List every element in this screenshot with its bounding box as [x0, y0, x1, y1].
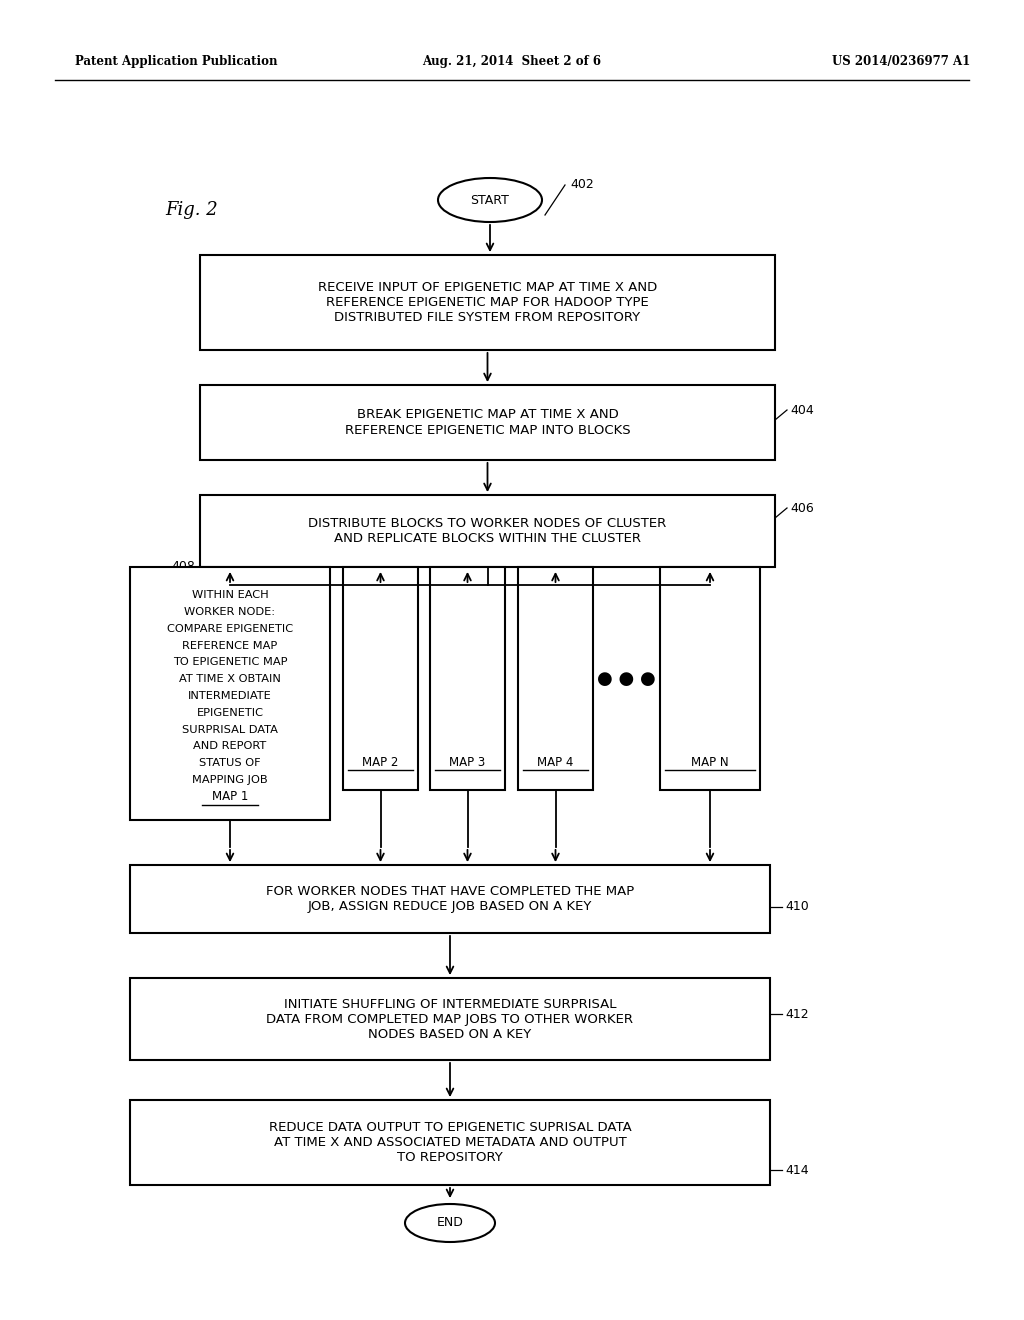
Bar [200, 495, 775, 568]
Bar [200, 255, 775, 350]
Text: FOR WORKER NODES THAT HAVE COMPLETED THE MAP
JOB, ASSIGN REDUCE JOB BASED ON A K: FOR WORKER NODES THAT HAVE COMPLETED THE… [266, 884, 634, 913]
Bar [130, 865, 770, 933]
Text: WORKER NODE:: WORKER NODE: [184, 607, 275, 618]
Text: EPIGENETIC: EPIGENETIC [197, 708, 263, 718]
Text: 412: 412 [785, 1007, 809, 1020]
Text: SURPRISAL DATA: SURPRISAL DATA [182, 725, 278, 734]
Text: STATUS OF: STATUS OF [200, 758, 261, 768]
Text: Aug. 21, 2014  Sheet 2 of 6: Aug. 21, 2014 Sheet 2 of 6 [423, 55, 601, 69]
Text: AT TIME X OBTAIN: AT TIME X OBTAIN [179, 675, 281, 684]
Text: ● ● ●: ● ● ● [597, 669, 656, 688]
Text: COMPARE EPIGENETIC: COMPARE EPIGENETIC [167, 624, 293, 634]
Text: TO EPIGENETIC MAP: TO EPIGENETIC MAP [173, 657, 288, 668]
Bar [430, 568, 505, 789]
Text: MAP N: MAP N [691, 755, 729, 768]
Bar [518, 568, 593, 789]
Text: AND REPORT: AND REPORT [194, 742, 266, 751]
Text: REFERENCE MAP: REFERENCE MAP [182, 640, 278, 651]
Text: DISTRIBUTE BLOCKS TO WORKER NODES OF CLUSTER
AND REPLICATE BLOCKS WITHIN THE CLU: DISTRIBUTE BLOCKS TO WORKER NODES OF CLU… [308, 517, 667, 545]
Bar [660, 568, 760, 789]
Text: REDUCE DATA OUTPUT TO EPIGENETIC SUPRISAL DATA
AT TIME X AND ASSOCIATED METADATA: REDUCE DATA OUTPUT TO EPIGENETIC SUPRISA… [268, 1121, 632, 1164]
Text: RECEIVE INPUT OF EPIGENETIC MAP AT TIME X AND
REFERENCE EPIGENETIC MAP FOR HADOO: RECEIVE INPUT OF EPIGENETIC MAP AT TIME … [317, 281, 657, 323]
Text: START: START [471, 194, 509, 206]
Text: 408: 408 [171, 561, 195, 573]
Ellipse shape [438, 178, 542, 222]
Bar [343, 568, 418, 789]
Text: US 2014/0236977 A1: US 2014/0236977 A1 [831, 55, 970, 69]
Text: MAP 2: MAP 2 [362, 755, 398, 768]
Text: BREAK EPIGENETIC MAP AT TIME X AND
REFERENCE EPIGENETIC MAP INTO BLOCKS: BREAK EPIGENETIC MAP AT TIME X AND REFER… [345, 408, 631, 437]
Text: MAP 1: MAP 1 [212, 791, 248, 803]
Text: MAP 4: MAP 4 [538, 755, 573, 768]
Text: 410: 410 [785, 900, 809, 913]
Text: INTERMEDIATE: INTERMEDIATE [188, 690, 272, 701]
Text: 404: 404 [790, 404, 814, 417]
Text: 406: 406 [790, 502, 814, 515]
Text: MAP 3: MAP 3 [450, 755, 485, 768]
Text: WITHIN EACH: WITHIN EACH [191, 590, 268, 601]
Ellipse shape [406, 1204, 495, 1242]
Text: Fig. 2: Fig. 2 [165, 201, 218, 219]
Text: 402: 402 [570, 178, 594, 191]
Bar [130, 978, 770, 1060]
Bar [130, 568, 330, 820]
Bar [200, 385, 775, 459]
Text: Patent Application Publication: Patent Application Publication [75, 55, 278, 69]
Text: INITIATE SHUFFLING OF INTERMEDIATE SURPRISAL
DATA FROM COMPLETED MAP JOBS TO OTH: INITIATE SHUFFLING OF INTERMEDIATE SURPR… [266, 998, 634, 1040]
Bar [130, 1100, 770, 1185]
Text: END: END [436, 1217, 464, 1229]
Text: MAPPING JOB: MAPPING JOB [193, 775, 268, 785]
Text: 414: 414 [785, 1163, 809, 1176]
